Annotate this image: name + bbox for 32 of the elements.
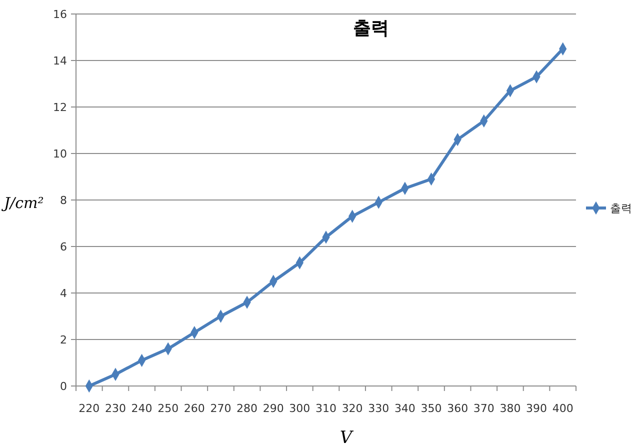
x-tick-label: 370 (473, 402, 494, 415)
x-tick-label: 280 (236, 402, 258, 415)
y-axis-title: J/cm² (1, 194, 44, 212)
x-tick-label: 320 (342, 402, 363, 415)
y-tick-label: 0 (60, 380, 67, 393)
x-tick-label: 260 (184, 402, 205, 415)
y-tick-label: 4 (60, 286, 67, 300)
x-tick-label: 360 (447, 402, 468, 415)
x-tick-label: 250 (158, 402, 179, 415)
x-tick-label: 400 (552, 402, 574, 415)
legend-label: 출력 (610, 202, 632, 215)
x-tick-label: 390 (526, 402, 548, 415)
x-tick-label: 330 (368, 402, 390, 415)
y-tick-label: 12 (53, 100, 67, 114)
y-tick-label: 16 (53, 8, 67, 21)
y-tick-label: 2 (60, 333, 67, 346)
y-tick-label: 14 (53, 54, 67, 68)
x-tick-label: 240 (131, 402, 152, 415)
x-tick-label: 380 (500, 402, 521, 415)
y-tick-label: 6 (60, 240, 67, 254)
x-tick-label: 220 (78, 402, 100, 415)
x-tick-label: 340 (394, 402, 416, 415)
chart-title: 출력 (353, 18, 389, 39)
x-tick-label: 230 (104, 402, 126, 415)
x-tick-label: 290 (262, 402, 284, 415)
x-tick-label: 300 (289, 402, 310, 415)
x-axis-title: V (340, 428, 354, 447)
x-tick-label: 270 (210, 402, 232, 415)
y-tick-label: 10 (53, 147, 67, 160)
x-tick-label: 310 (316, 402, 336, 415)
y-tick-label: 8 (60, 194, 67, 207)
x-tick-label: 350 (420, 402, 442, 415)
